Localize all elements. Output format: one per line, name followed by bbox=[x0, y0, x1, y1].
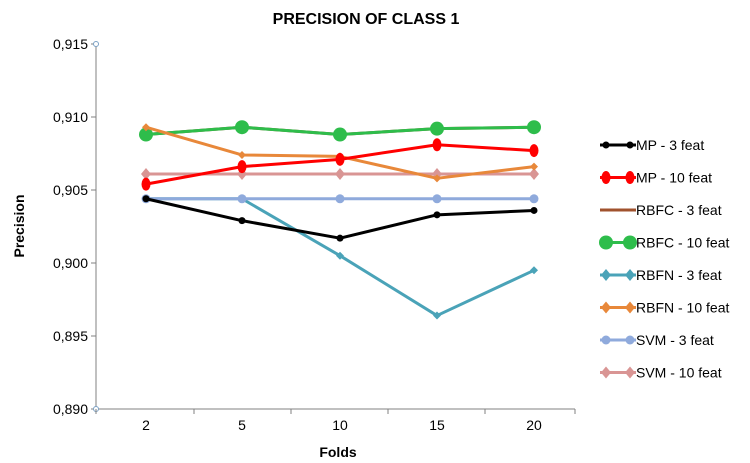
legend-swatch-marker bbox=[601, 366, 611, 379]
x-tick-label: 20 bbox=[526, 417, 542, 433]
data-point-mp-10-feat bbox=[237, 160, 247, 174]
legend-item-rbfn-10-feat: RBFN - 10 feat bbox=[600, 300, 729, 316]
data-point-rbfn-10-feat bbox=[433, 174, 441, 183]
data-point-rbfn-3-feat bbox=[530, 266, 538, 275]
legend-item-mp-10-feat: MP - 10 feat bbox=[600, 170, 712, 186]
y-tick-label: 0,895 bbox=[53, 328, 88, 344]
data-point-svm-3-feat bbox=[237, 194, 247, 204]
data-point-rbfc-10-feat bbox=[333, 127, 347, 142]
legend-label: RBFN - 10 feat bbox=[636, 300, 729, 316]
legend-item-svm-10-feat: SVM - 10 feat bbox=[600, 365, 722, 381]
legend-label: SVM - 10 feat bbox=[636, 365, 722, 381]
legend-label: SVM - 3 feat bbox=[636, 332, 714, 348]
legend-item-rbfc-10-feat: RBFC - 10 feat bbox=[599, 235, 729, 251]
chart-title: PRECISION OF CLASS 1 bbox=[273, 11, 460, 28]
legend-item-mp-3-feat: MP - 3 feat bbox=[600, 137, 704, 153]
x-tick-label: 2 bbox=[142, 417, 150, 433]
data-point-rbfn-10-feat bbox=[238, 150, 246, 159]
data-point-mp-3-feat bbox=[336, 234, 344, 242]
y-tick-label: 0,905 bbox=[53, 182, 88, 198]
data-point-mp-3-feat bbox=[238, 217, 246, 225]
data-point-mp-10-feat bbox=[335, 152, 345, 166]
y-tick-label: 0,910 bbox=[53, 109, 88, 125]
series-layer bbox=[139, 120, 541, 320]
x-tick-label: 15 bbox=[429, 417, 445, 433]
legend-label: MP - 3 feat bbox=[636, 137, 704, 153]
data-point-rbfn-3-feat bbox=[433, 311, 441, 320]
y-tick-label: 0,890 bbox=[53, 401, 88, 417]
legend: MP - 3 feat MP - 10 feat RBFC - 3 feat RBFC… bbox=[599, 137, 729, 381]
legend-swatch-marker bbox=[625, 269, 635, 281]
y-axis-label: Precision bbox=[11, 194, 27, 257]
legend-swatch-marker bbox=[602, 141, 610, 149]
series-mp-3-feat bbox=[142, 195, 538, 242]
legend-item-rbfn-3-feat: RBFN - 3 feat bbox=[600, 267, 722, 283]
y-axis-ticks: 0,890 0,895 0,900 0,905 0,910 0,915 bbox=[53, 36, 99, 417]
data-point-mp-10-feat bbox=[141, 177, 151, 191]
x-tick-label: 5 bbox=[238, 417, 246, 433]
data-point-svm-3-feat bbox=[432, 194, 442, 204]
data-point-mp-3-feat bbox=[433, 211, 441, 219]
legend-swatch-marker bbox=[625, 171, 635, 184]
plot-area: 0,890 0,895 0,900 0,905 0,910 0,915 2 5 10 15 20 bbox=[53, 36, 576, 433]
legend-label: RBFC - 3 feat bbox=[636, 202, 722, 218]
legend-swatch-marker bbox=[623, 235, 637, 250]
data-point-rbfc-10-feat bbox=[430, 121, 444, 136]
data-point-rbfc-10-feat bbox=[527, 120, 541, 135]
data-point-svm-3-feat bbox=[335, 194, 345, 204]
legend-label: RBFC - 10 feat bbox=[636, 235, 729, 251]
data-point-svm-10-feat bbox=[335, 167, 345, 180]
legend-label: RBFN - 3 feat bbox=[636, 267, 722, 283]
series-svm-3-feat bbox=[141, 194, 539, 204]
data-point-svm-10-feat bbox=[141, 167, 151, 180]
legend-item-rbfc-3-feat: RBFC - 3 feat bbox=[600, 202, 722, 218]
legend-item-svm-3-feat: SVM - 3 feat bbox=[600, 332, 714, 348]
series-mp-10-feat bbox=[141, 138, 539, 191]
x-axis-ticks: 2 5 10 15 20 bbox=[95, 409, 576, 433]
data-point-rbfn-10-feat bbox=[142, 123, 150, 132]
data-point-rbfn-3-feat bbox=[336, 251, 344, 260]
data-point-mp-10-feat bbox=[432, 138, 442, 152]
legend-swatch-marker bbox=[599, 235, 613, 250]
data-point-svm-10-feat bbox=[529, 167, 539, 180]
legend-swatch-marker bbox=[626, 141, 634, 149]
x-tick-label: 10 bbox=[332, 417, 348, 433]
data-point-mp-3-feat bbox=[142, 195, 150, 203]
legend-swatch-marker bbox=[625, 301, 635, 314]
legend-swatch-marker bbox=[601, 171, 611, 184]
legend-swatch-marker bbox=[601, 301, 611, 314]
data-point-rbfn-10-feat bbox=[530, 162, 538, 171]
data-point-rbfc-10-feat bbox=[139, 127, 153, 142]
series-line-mp-3-feat bbox=[145, 197, 535, 240]
y-tick-label: 0,900 bbox=[53, 255, 88, 271]
series-rbfc-10-feat bbox=[139, 120, 541, 142]
legend-swatch-marker bbox=[601, 269, 611, 281]
data-point-rbfc-10-feat bbox=[235, 120, 249, 135]
axis-handle bbox=[93, 41, 99, 47]
legend-swatch-marker bbox=[601, 335, 611, 345]
legend-swatch-marker bbox=[625, 335, 635, 345]
y-tick-label: 0,915 bbox=[53, 36, 88, 52]
data-point-mp-10-feat bbox=[529, 144, 539, 158]
legend-swatch-marker bbox=[625, 366, 635, 379]
data-point-svm-3-feat bbox=[529, 194, 539, 204]
legend-label: MP - 10 feat bbox=[636, 170, 712, 186]
x-axis-label: Folds bbox=[319, 444, 357, 460]
data-point-mp-3-feat bbox=[530, 206, 538, 214]
